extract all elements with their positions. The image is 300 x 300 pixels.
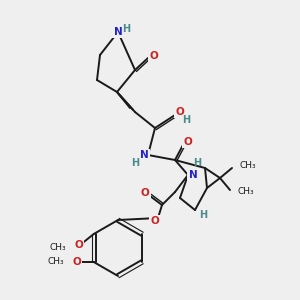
Text: N: N bbox=[140, 150, 148, 160]
Text: CH₃: CH₃ bbox=[240, 161, 256, 170]
Text: H: H bbox=[122, 24, 130, 34]
Text: H: H bbox=[193, 158, 201, 168]
Text: O: O bbox=[176, 107, 184, 117]
Text: H: H bbox=[131, 158, 139, 168]
Text: O: O bbox=[184, 137, 192, 147]
Text: N: N bbox=[114, 27, 122, 37]
Text: O: O bbox=[74, 240, 83, 250]
Text: H: H bbox=[199, 210, 207, 220]
Text: N: N bbox=[189, 170, 197, 180]
Text: CH₃: CH₃ bbox=[47, 257, 64, 266]
Text: CH₃: CH₃ bbox=[238, 188, 255, 196]
Text: O: O bbox=[151, 216, 159, 226]
Text: CH₃: CH₃ bbox=[49, 244, 66, 253]
Text: O: O bbox=[150, 51, 158, 61]
Text: O: O bbox=[72, 257, 81, 267]
Text: H: H bbox=[182, 115, 190, 125]
Text: O: O bbox=[141, 188, 149, 198]
